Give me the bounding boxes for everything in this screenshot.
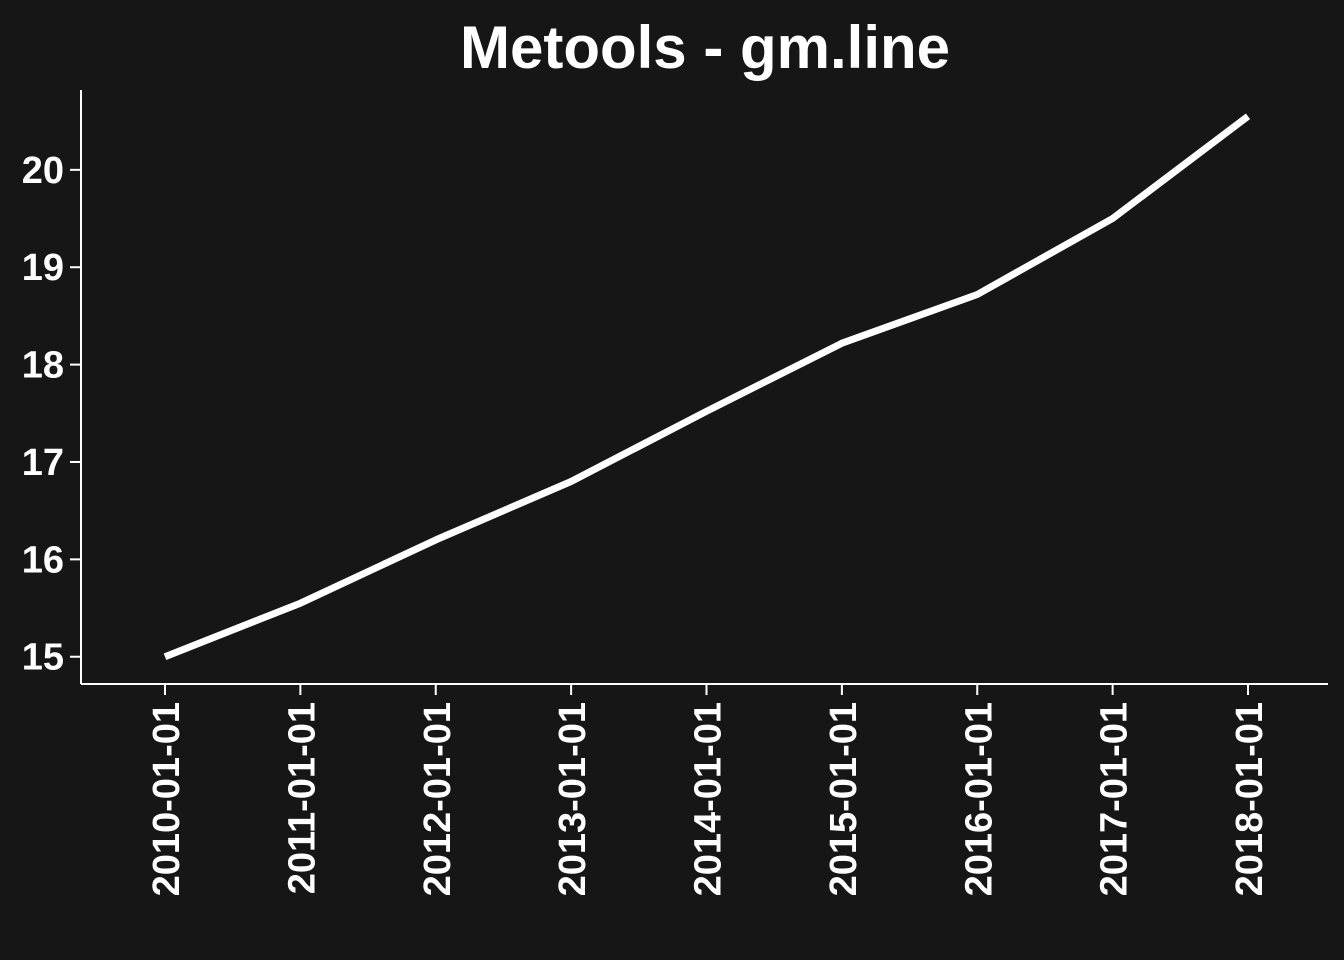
- chart-title: Metools - gm.line: [460, 14, 950, 81]
- x-tick-label: 2016-01-01: [958, 702, 1000, 896]
- x-tick-label: 2011-01-01: [281, 702, 323, 894]
- x-tick-label: 2015-01-01: [823, 702, 865, 896]
- x-tick-label: 2012-01-01: [417, 702, 459, 896]
- x-tick-label: 2013-01-01: [552, 702, 594, 896]
- y-tick-label: 20: [22, 150, 64, 192]
- y-tick-label: 16: [22, 539, 64, 581]
- y-tick-label: 18: [22, 345, 64, 387]
- x-tick-label: 2018-01-01: [1229, 702, 1271, 896]
- y-tick-label: 17: [22, 442, 64, 484]
- y-axis-ticks: 15 16 17 18 19 20: [22, 150, 81, 679]
- y-tick-label: 15: [22, 637, 64, 679]
- x-tick-label: 2017-01-01: [1094, 702, 1136, 896]
- x-axis-ticks: 2010-01-01 2011-01-01 2012-01-01 2013-01-01…: [146, 684, 1271, 896]
- series-line: [163, 113, 1251, 660]
- x-tick-label: 2014-01-01: [688, 702, 730, 896]
- x-tick-label: 2010-01-01: [146, 702, 188, 896]
- y-tick-label: 19: [22, 247, 64, 289]
